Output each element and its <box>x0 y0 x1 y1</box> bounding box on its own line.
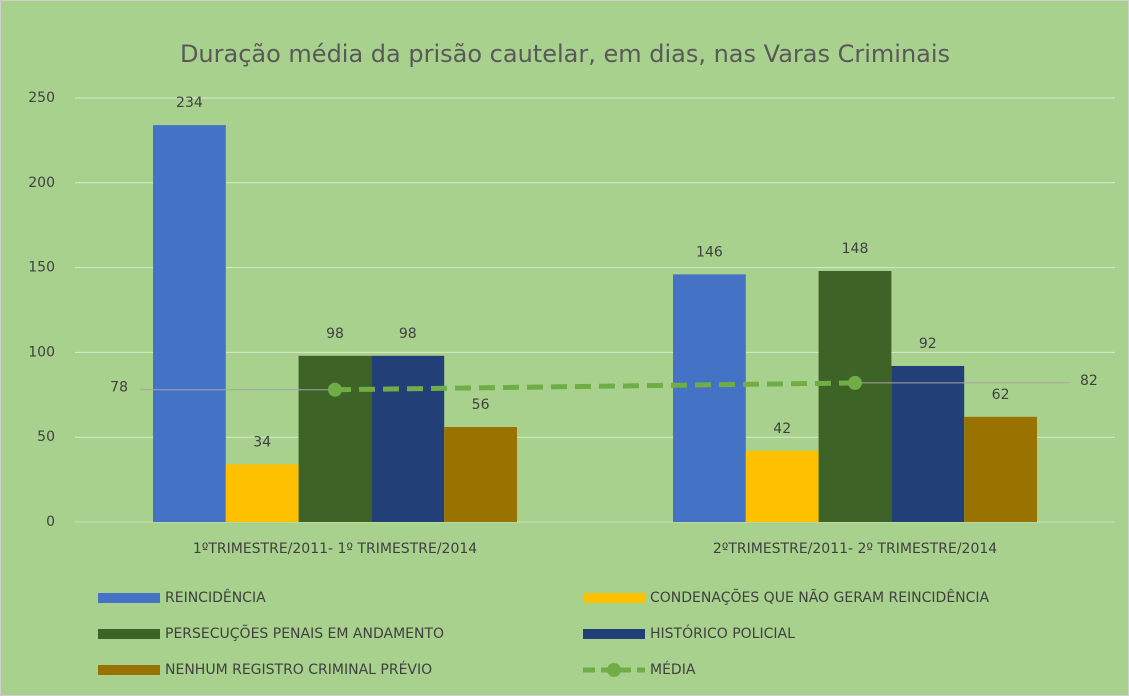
bar <box>964 416 1037 522</box>
legend-label: PERSECUÇÕES PENAIS EM ANDAMENTO <box>165 625 444 642</box>
data-label: 148 <box>842 241 869 257</box>
data-label: 56 <box>472 397 490 413</box>
x-tick-label: 1ºTRIMESTRE/2011- 1º TRIMESTRE/2014 <box>193 541 477 557</box>
legend-swatch <box>583 629 645 639</box>
bar <box>371 355 445 522</box>
data-label: 234 <box>176 95 203 111</box>
bar <box>444 427 517 522</box>
y-tick-label: 50 <box>37 429 55 445</box>
legend-label: HISTÓRICO POLICIAL <box>650 624 795 642</box>
bar <box>673 274 746 522</box>
y-tick-label: 150 <box>28 260 55 276</box>
legend-swatch <box>607 663 621 677</box>
bar <box>225 464 299 522</box>
line <box>334 380 856 393</box>
legend-label: CONDENAÇÕES QUE NÃO GERAM REINCIDÊNCIA <box>650 588 990 606</box>
bar <box>745 450 819 522</box>
line-marker <box>328 382 342 397</box>
y-tick-label: 200 <box>28 175 55 191</box>
data-label: 42 <box>773 421 791 437</box>
legend-swatch <box>98 629 160 639</box>
x-tick-label: 2ºTRIMESTRE/2011- 2º TRIMESTRE/2014 <box>713 541 997 557</box>
bar <box>818 270 892 522</box>
data-label: 78 <box>110 380 128 396</box>
data-label: 34 <box>253 434 271 450</box>
legend-label: REINCIDÊNCIA <box>165 588 266 606</box>
legend-label: NENHUM REGISTRO CRIMINAL PRÉVIO <box>165 661 432 678</box>
data-label: 82 <box>1080 373 1098 389</box>
legend-swatch <box>98 593 160 603</box>
data-label: 92 <box>919 336 937 352</box>
y-tick-label: 0 <box>46 514 55 530</box>
legend-swatch <box>583 593 645 603</box>
chart-title: Duração média da prisão cautelar, em dia… <box>180 40 950 68</box>
y-tick-label: 250 <box>28 90 55 106</box>
data-label: 98 <box>399 326 417 342</box>
legend-swatch <box>98 665 160 675</box>
bar <box>891 365 965 522</box>
line-marker <box>848 375 862 390</box>
data-label: 146 <box>696 244 723 260</box>
bar <box>153 125 226 523</box>
data-label: 98 <box>326 326 344 342</box>
data-label: 62 <box>992 387 1010 403</box>
legend-label: MÉDIA <box>650 661 696 678</box>
y-tick-label: 100 <box>28 344 55 360</box>
bar <box>298 355 372 522</box>
